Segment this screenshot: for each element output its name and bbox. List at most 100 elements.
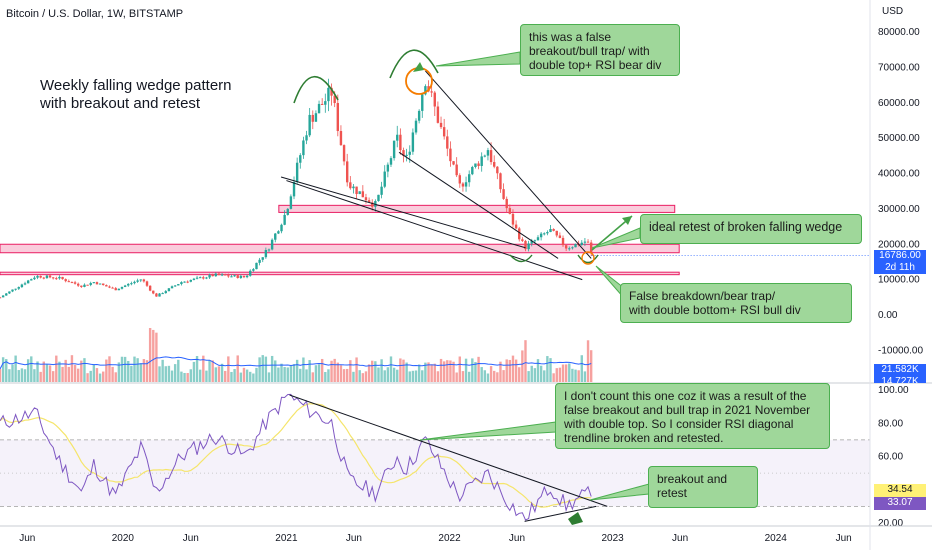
candle [455,164,458,176]
volume-bar [274,360,277,382]
note-bull-trap[interactable]: this was a false breakout/bull trap/ wit… [520,24,680,76]
volume-bar [405,362,408,382]
volume-bar [364,371,368,382]
candle [20,284,24,288]
symbol-title[interactable]: Bitcoin / U.S. Dollar, 1W, BITSTAMP [6,8,184,20]
volume-bar [380,359,383,382]
note-ideal-retest[interactable]: ideal retest of broken falling wedge [640,214,862,244]
candle [89,283,92,285]
volume-bar [461,371,465,382]
candle [580,242,583,245]
candle [317,103,321,114]
double-bottom-arc-2 [577,254,599,264]
candle [564,245,568,249]
candle [452,161,455,165]
candle [461,183,465,187]
candle [152,290,155,294]
volume-bar [270,355,274,382]
candle [274,233,277,240]
candle [173,285,177,287]
volume-bar [180,371,183,382]
volume-bar [220,363,224,382]
volume-bar [120,356,124,382]
candle [242,275,246,278]
candle [230,276,233,278]
time-tick-label: Jun [672,533,688,544]
rsi-ma-tag: 34.54 [874,484,926,497]
volume-bar [111,366,114,382]
candle [308,114,311,136]
candle [186,281,189,283]
candle [499,173,502,190]
volume-bar [1,357,5,382]
candle [195,277,199,279]
candle [439,122,443,128]
volume-bar [452,361,455,382]
volume-bar [202,355,205,382]
candle [543,233,546,235]
volume-bar [489,366,493,382]
note-rsi-breakout[interactable]: breakout and retest [648,466,758,508]
candle [336,103,340,132]
volume-bar [430,364,433,382]
price-tick-label: 80000.00 [878,27,920,38]
volume-bar [527,371,530,382]
time-tick-label: Jun [19,533,35,544]
candle [489,150,493,163]
candle [589,242,593,254]
volume-bar [230,371,233,382]
volume-bar [89,370,92,382]
volume-bar [289,365,293,382]
volume-bar [130,365,133,382]
candle [158,293,161,297]
volume-bar [148,328,152,382]
volume-bar [11,364,14,382]
volume-bar [70,355,74,382]
volume-bar [295,359,299,382]
volume-bar [208,360,211,382]
volume-bar [564,364,568,382]
price-tick-label: 50000.00 [878,133,920,144]
candle [236,275,239,278]
rsi-tick-label: 60.00 [878,452,903,463]
volume-bar [424,362,427,382]
candle [399,134,402,151]
volume-bar [477,356,480,382]
volume-bar [26,359,30,382]
candle [536,237,540,241]
volume-bar [277,367,280,382]
rsi-support-line [524,505,597,522]
candle [211,274,214,277]
volume-bar [102,371,105,382]
volume-bar [58,361,61,382]
candle [433,92,436,107]
volume-bar [305,369,308,382]
candle [108,286,111,288]
volume-bar [198,369,202,382]
candle [392,140,396,159]
candle [198,277,202,279]
note-bear-trap[interactable]: False breakdown/bear trap/ with double b… [620,283,852,323]
volume-bar [386,367,390,382]
volume-bar [342,369,346,382]
candle [292,181,296,197]
volume-bar [233,369,236,382]
rsi-tick-label: 100.00 [878,385,909,396]
volume-bar [76,368,80,382]
candle [8,291,11,294]
note-rsi-trendline[interactable]: I don't count this one coz it was a resu… [555,383,830,449]
candle [48,275,52,278]
volume-bar [92,364,96,382]
volume-bar [383,370,386,382]
volume-bar [524,340,527,382]
volume-bar [83,358,86,382]
candle [345,161,349,183]
price-tick-label: 20000.00 [878,239,920,250]
volume-bar [211,360,214,382]
candle [283,214,286,225]
volume-bar [333,358,336,382]
candle [467,174,471,183]
candle [95,282,99,285]
price-tick-label: 0.00 [878,310,898,321]
